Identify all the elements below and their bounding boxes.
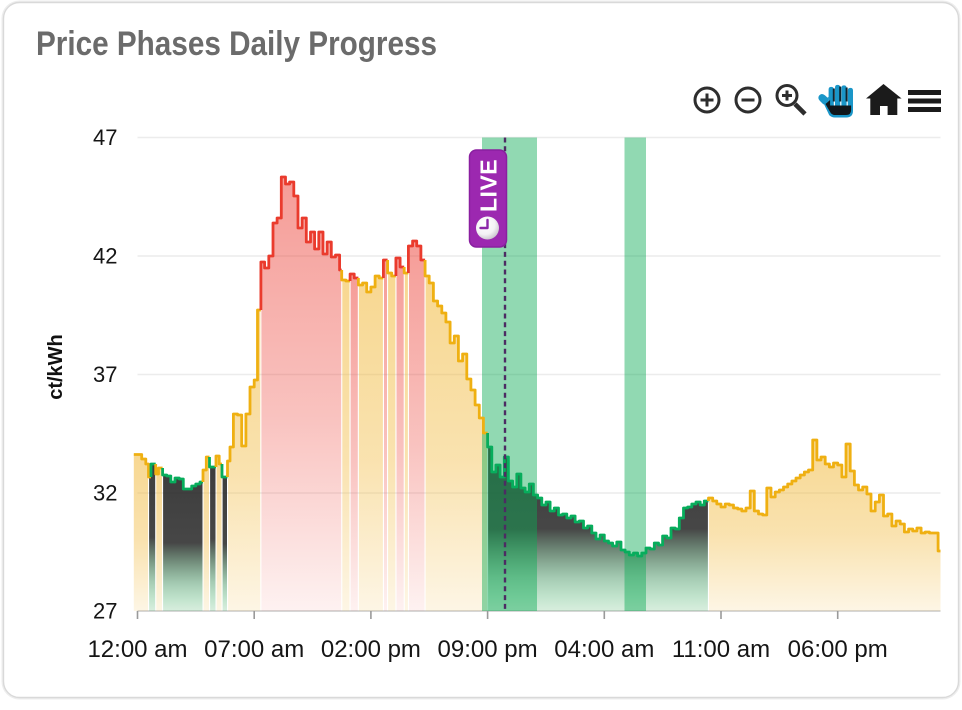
svg-text:47: 47 bbox=[93, 125, 117, 150]
svg-text:Price Phases Daily Progress: Price Phases Daily Progress bbox=[36, 25, 437, 63]
svg-text:LIVE: LIVE bbox=[476, 159, 502, 212]
svg-text:07:00 am: 07:00 am bbox=[204, 636, 304, 663]
svg-text:42: 42 bbox=[93, 244, 117, 269]
svg-text:06:00 pm: 06:00 pm bbox=[788, 636, 888, 663]
svg-text:11:00 am: 11:00 am bbox=[672, 636, 770, 663]
svg-text:ct/kWh: ct/kWh bbox=[45, 334, 67, 400]
svg-text:04:00 am: 04:00 am bbox=[554, 636, 654, 663]
svg-text:37: 37 bbox=[93, 362, 117, 387]
svg-text:02:00 pm: 02:00 pm bbox=[321, 636, 421, 663]
svg-text:27: 27 bbox=[93, 599, 117, 624]
svg-text:09:00 pm: 09:00 pm bbox=[438, 636, 538, 663]
svg-text:32: 32 bbox=[93, 481, 117, 506]
svg-text:12:00 am: 12:00 am bbox=[87, 636, 187, 663]
